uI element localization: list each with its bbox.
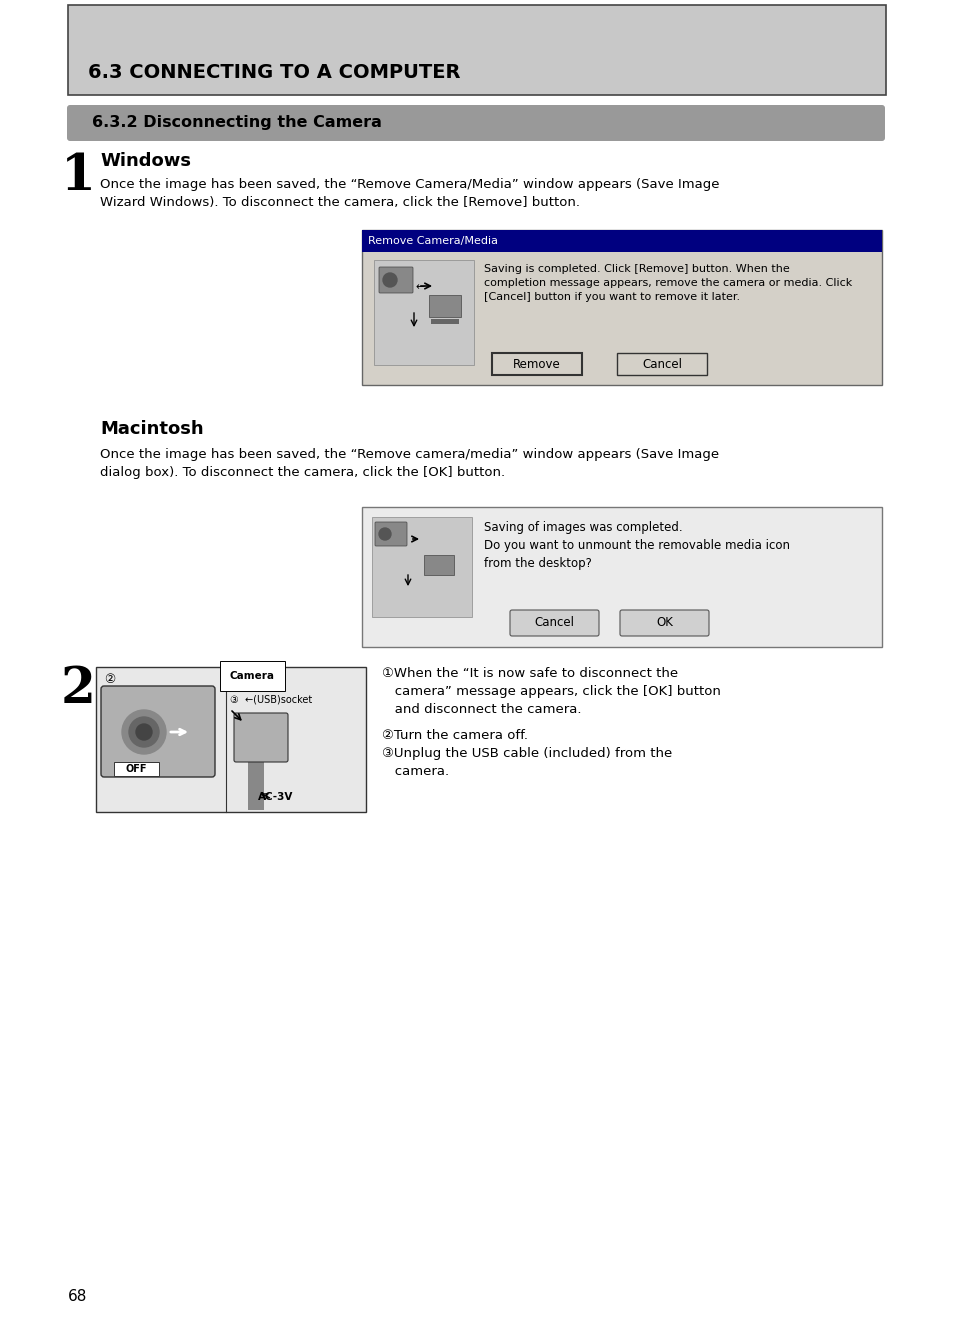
Circle shape	[382, 273, 396, 287]
Bar	[113, 762, 159, 776]
FancyBboxPatch shape	[378, 267, 413, 293]
Circle shape	[378, 528, 391, 540]
Text: from the desktop?: from the desktop?	[483, 558, 591, 570]
Text: ③  ←(USB)socket: ③ ←(USB)socket	[230, 695, 312, 704]
Text: Cancel: Cancel	[641, 358, 681, 371]
Text: Camera: Camera	[230, 671, 274, 680]
Text: ②Turn the camera off.: ②Turn the camera off.	[381, 728, 527, 742]
FancyBboxPatch shape	[101, 686, 214, 776]
FancyBboxPatch shape	[423, 555, 454, 575]
Text: Do you want to unmount the removable media icon: Do you want to unmount the removable med…	[483, 539, 789, 552]
Text: ③Unplug the USB cable (included) from the: ③Unplug the USB cable (included) from th…	[381, 747, 672, 760]
Bar	[361, 229, 882, 386]
Text: ②: ②	[104, 672, 115, 686]
Text: Saving of images was completed.: Saving of images was completed.	[483, 522, 682, 534]
Text: OK: OK	[656, 616, 672, 630]
Text: dialog box). To disconnect the camera, click the [OK] button.: dialog box). To disconnect the camera, c…	[100, 466, 504, 479]
Bar	[248, 760, 264, 810]
Bar	[361, 229, 882, 252]
Bar	[361, 507, 882, 647]
Bar	[617, 354, 706, 375]
Text: AC-3V: AC-3V	[258, 792, 294, 802]
Text: Saving is completed. Click [Remove] button. When the
completion message appears,: Saving is completed. Click [Remove] butt…	[483, 264, 851, 301]
Text: Once the image has been saved, the “Remove camera/media” window appears (Save Im: Once the image has been saved, the “Remo…	[100, 448, 719, 462]
Text: Windows: Windows	[100, 152, 191, 169]
Bar	[96, 667, 366, 812]
Text: Remove Camera/Media: Remove Camera/Media	[368, 236, 497, 245]
FancyBboxPatch shape	[67, 105, 884, 141]
Text: and disconnect the camera.: and disconnect the camera.	[381, 703, 581, 716]
Text: Wizard Windows). To disconnect the camera, click the [Remove] button.: Wizard Windows). To disconnect the camer…	[100, 196, 579, 209]
Circle shape	[136, 724, 152, 740]
Text: Remove: Remove	[513, 358, 560, 371]
Circle shape	[122, 710, 166, 754]
FancyBboxPatch shape	[429, 295, 460, 317]
Bar	[374, 260, 474, 366]
Bar	[372, 518, 472, 618]
Text: 6.3 CONNECTING TO A COMPUTER: 6.3 CONNECTING TO A COMPUTER	[88, 63, 460, 81]
Bar	[68, 5, 885, 95]
Text: 68: 68	[68, 1289, 88, 1305]
Text: Macintosh: Macintosh	[100, 420, 203, 438]
Text: camera.: camera.	[381, 764, 449, 778]
Text: 6.3.2 Disconnecting the Camera: 6.3.2 Disconnecting the Camera	[91, 116, 381, 131]
FancyBboxPatch shape	[510, 610, 598, 636]
Text: 1: 1	[60, 152, 95, 201]
FancyBboxPatch shape	[619, 610, 708, 636]
FancyBboxPatch shape	[233, 712, 288, 762]
Text: ①When the “It is now safe to disconnect the: ①When the “It is now safe to disconnect …	[381, 667, 678, 680]
Text: OFF: OFF	[125, 764, 147, 774]
Bar	[431, 319, 458, 324]
Text: ←: ←	[416, 281, 425, 292]
Bar	[492, 354, 581, 375]
Text: 2: 2	[60, 666, 95, 714]
Circle shape	[129, 716, 159, 747]
FancyBboxPatch shape	[375, 522, 407, 546]
Text: Once the image has been saved, the “Remove Camera/Media” window appears (Save Im: Once the image has been saved, the “Remo…	[100, 177, 719, 191]
Text: Cancel: Cancel	[534, 616, 574, 630]
Text: camera” message appears, click the [OK] button: camera” message appears, click the [OK] …	[381, 684, 720, 698]
